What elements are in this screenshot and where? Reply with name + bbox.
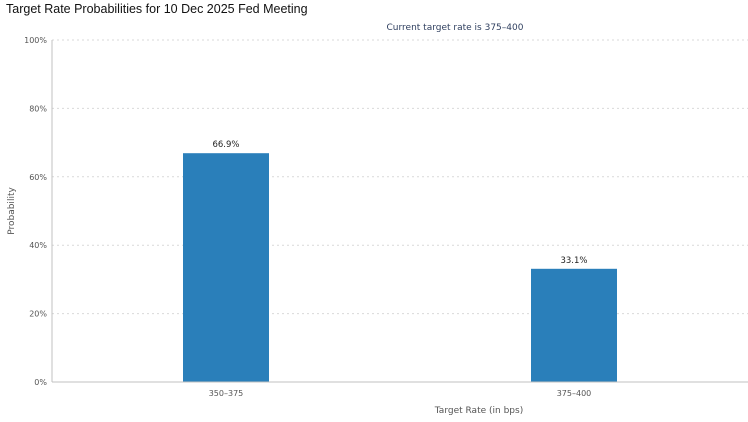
- bar-2[interactable]: [531, 268, 617, 382]
- data-label: 66.9%: [212, 140, 239, 150]
- chart-title: Target Rate Probabilities for 10 Dec 202…: [6, 2, 308, 16]
- y-tick-label: 80%: [29, 104, 47, 113]
- y-tick-label: 20%: [29, 310, 47, 319]
- y-axis-ticks: 0% 20% 40% 60% 80% 100%: [24, 36, 47, 387]
- x-tick-label: 375–400: [557, 389, 592, 398]
- x-axis-label: Target Rate (in bps): [434, 406, 523, 416]
- y-tick-label: 100%: [24, 36, 47, 45]
- y-tick-label: 40%: [29, 241, 47, 250]
- chart-subtitle: Current target rate is 375–400: [387, 23, 524, 33]
- y-axis-label: Probability: [7, 187, 17, 235]
- gridlines: [51, 39, 748, 382]
- y-tick-label: 0%: [34, 378, 47, 387]
- x-axis-ticks: 350–375 375–400: [209, 389, 592, 398]
- x-tick-label: 350–375: [209, 389, 244, 398]
- data-label: 33.1%: [560, 256, 587, 266]
- bars: 66.9% 33.1%: [183, 140, 617, 382]
- y-tick-label: 60%: [29, 173, 47, 182]
- bar-1[interactable]: [183, 153, 269, 382]
